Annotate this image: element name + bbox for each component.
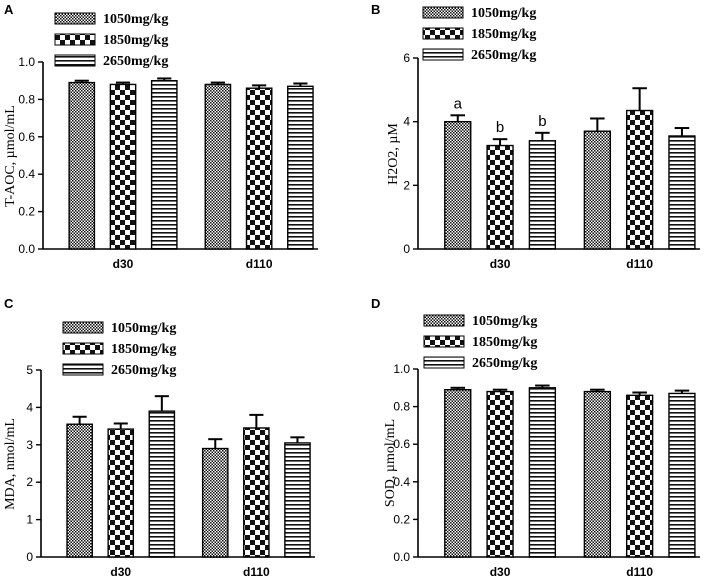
bar (668, 392, 696, 558)
y-tick-label: 0 (403, 242, 410, 256)
y-tick-label: 0.4 (18, 167, 35, 181)
legend-swatch (54, 54, 96, 67)
panel-C: C 1050mg/kg 1850mg/kg 2650mg/kg 0 1 2 3 4 5 MDA, n… (3, 296, 315, 579)
x-tick-label: d110 (626, 565, 653, 579)
bar (444, 120, 472, 250)
y-tick-label: 4 (26, 400, 33, 414)
legend-label: 2650mg/kg (471, 48, 536, 63)
significance-label: b (496, 119, 504, 136)
legend-label: 1850mg/kg (111, 342, 176, 357)
legend-swatch (62, 321, 104, 334)
bar (668, 135, 696, 250)
y-axis-label: H2O2, µM (386, 123, 401, 185)
legend-label: 1850mg/kg (103, 33, 168, 48)
legend-label: 1050mg/kg (111, 321, 176, 336)
y-tick-label: 3 (26, 438, 33, 452)
bar (528, 140, 557, 250)
y-tick-label: 0.0 (18, 242, 35, 256)
legend-label: 1850mg/kg (471, 27, 536, 42)
significance-label: a (454, 95, 463, 112)
x-tick-label: d110 (626, 257, 653, 271)
bar (444, 388, 472, 558)
bar (109, 83, 137, 250)
legend-swatch (62, 363, 104, 376)
y-tick-label: 2 (403, 178, 410, 192)
x-tick-label: d30 (113, 257, 134, 271)
bar (201, 447, 229, 558)
legend-label: 2650mg/kg (111, 363, 176, 378)
significance-label: b (538, 113, 546, 130)
bar (583, 390, 612, 558)
legend-swatch (422, 27, 464, 40)
panel-letter: B (371, 2, 380, 17)
panel-B: B 1050mg/kg 1850mg/kg 2650mg/kg 0 2 4 6 H2O2, µM… (371, 2, 700, 271)
y-tick-label: 0.2 (18, 205, 35, 219)
legend-swatch (54, 12, 96, 25)
y-tick-label: 0.4 (393, 475, 410, 489)
bar (107, 428, 135, 558)
x-tick-label: d30 (490, 257, 511, 271)
y-tick-label: 5 (26, 363, 33, 377)
y-tick-label: 0.0 (393, 550, 410, 564)
y-tick-label: 6 (403, 51, 410, 65)
panel-A: A 1050mg/kg 1850mg/kg 2650mg/kg 0.0 0.2 0.4 0.6… (3, 2, 318, 271)
bar (148, 410, 176, 558)
panel-D: D 1050mg/kg 1850mg/kg 2650mg/kg 0.0 0.2 0.4 0.6… (371, 296, 700, 579)
y-axis-label: T-AOC, µmol/mL (3, 105, 18, 207)
legend-swatch (423, 335, 465, 348)
legend-label: 2650mg/kg (103, 54, 168, 69)
bar (245, 87, 273, 250)
y-tick-label: 1.0 (18, 55, 35, 69)
legend-label: 1050mg/kg (472, 314, 537, 329)
y-tick-label: 0 (26, 550, 33, 564)
bar (66, 423, 93, 558)
x-tick-label: d110 (246, 257, 273, 271)
bar (528, 387, 557, 558)
legend-label: 1850mg/kg (472, 335, 537, 350)
panel-letter: A (4, 2, 14, 17)
legend-swatch (423, 356, 465, 369)
y-tick-label: 0.2 (393, 512, 410, 526)
legend-swatch (423, 314, 465, 327)
y-tick-label: 1.0 (393, 362, 410, 376)
x-tick-label: d30 (490, 565, 511, 579)
y-tick-label: 0.8 (393, 400, 410, 414)
legend-swatch (54, 33, 96, 46)
y-axis-label: SOD, µmol/mL (383, 419, 398, 507)
bar (486, 144, 514, 250)
y-tick-label: 1 (26, 513, 33, 527)
y-tick-label: 0.8 (18, 92, 35, 106)
bar (625, 109, 654, 250)
bar (284, 442, 311, 558)
bar (243, 427, 270, 558)
y-tick-label: 0.6 (393, 437, 410, 451)
panel-letter: C (4, 296, 14, 311)
panel-letter: D (371, 296, 380, 311)
y-tick-label: 0.6 (18, 130, 35, 144)
bar (486, 390, 514, 558)
y-tick-label: 4 (403, 115, 410, 129)
bar (625, 394, 654, 558)
legend-label: 1050mg/kg (471, 6, 536, 21)
panels: A 1050mg/kg 1850mg/kg 2650mg/kg 0.0 0.2 0.4 0.6… (3, 2, 700, 579)
y-axis-label: MDA, nmol/mL (3, 418, 18, 510)
legend-swatch (422, 6, 464, 19)
y-tick-label: 2 (26, 475, 33, 489)
bar (68, 81, 96, 250)
bar (150, 79, 178, 250)
bar (204, 83, 232, 250)
bar (287, 85, 314, 250)
legend-swatch (422, 48, 464, 61)
x-tick-label: d110 (243, 565, 270, 579)
bar (583, 130, 612, 250)
legend-label: 1050mg/kg (103, 12, 168, 27)
legend-label: 2650mg/kg (472, 356, 537, 371)
x-tick-label: d30 (110, 565, 131, 579)
legend-swatch (62, 342, 104, 355)
